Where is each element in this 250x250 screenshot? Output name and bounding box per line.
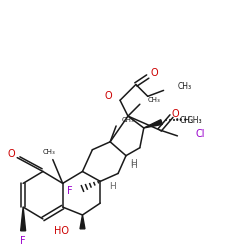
Text: •••: ••• [164,118,175,124]
Text: O: O [172,109,179,119]
Text: CH₃: CH₃ [178,82,192,91]
Text: CH₃: CH₃ [122,117,135,123]
Polygon shape [144,120,162,128]
Text: O: O [151,68,158,78]
Text: •••CH₃: •••CH₃ [174,116,202,124]
Text: O: O [104,91,112,101]
Text: HO: HO [54,226,69,236]
Text: H: H [130,161,137,170]
Text: CH₃: CH₃ [148,97,160,103]
Text: O: O [8,149,15,159]
Text: H: H [130,159,137,168]
Text: F: F [20,236,26,246]
Text: CH₃: CH₃ [42,149,55,155]
Text: Cl: Cl [195,129,205,139]
Polygon shape [21,207,25,231]
Text: CH₃: CH₃ [180,116,194,124]
Text: F: F [67,186,72,196]
Text: H: H [109,182,116,191]
Polygon shape [80,215,85,229]
